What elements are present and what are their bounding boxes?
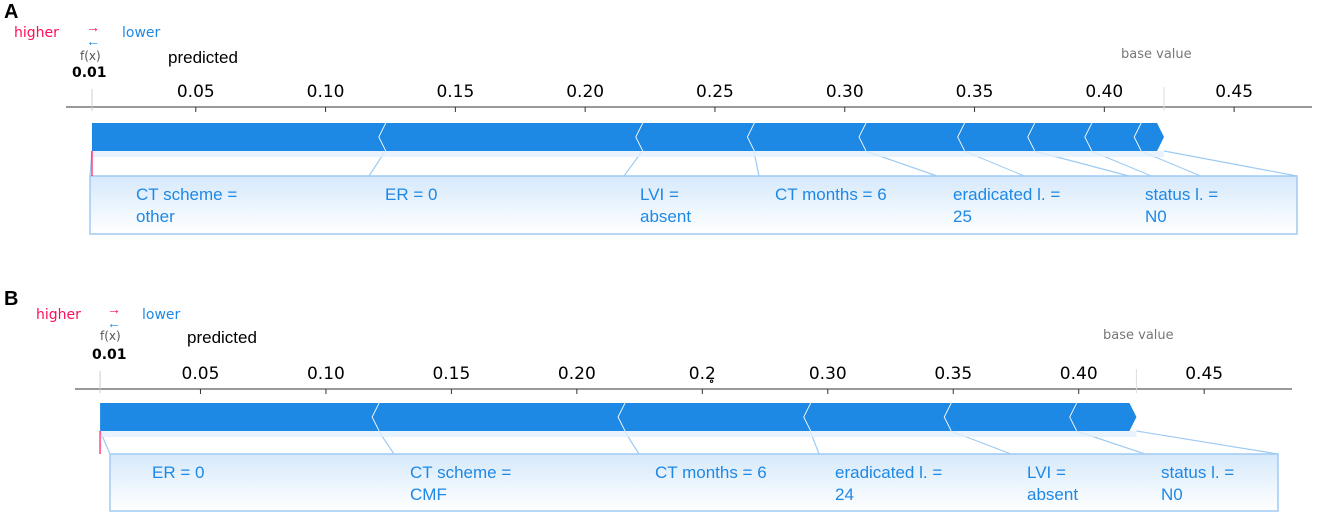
- higher-marker: [90, 151, 93, 176]
- force-segment: [372, 403, 625, 431]
- feature-label: absent: [640, 207, 691, 226]
- x-tick-label: 0.30: [809, 364, 847, 384]
- feature-label: ER = 0: [385, 185, 437, 204]
- output-value: 0.01: [72, 65, 107, 81]
- x-tick-label: 0.45: [1215, 82, 1253, 102]
- force-segment: [1028, 123, 1092, 151]
- force-segment: [636, 123, 754, 151]
- swap-arrows-icon: → ←: [107, 301, 121, 331]
- legend-higher: higher: [36, 307, 81, 323]
- base-value-label: base value: [1103, 328, 1174, 343]
- feature-label: CT scheme =: [410, 463, 511, 482]
- x-tick-label: 0.20: [558, 364, 596, 384]
- legend-higher: higher: [14, 25, 59, 41]
- legend-lower: lower: [142, 307, 181, 323]
- bar-shadow: [100, 431, 1137, 437]
- x-tick-label: 0.20: [566, 82, 604, 102]
- predicted-label: predicted: [187, 328, 257, 347]
- feature-label: CT months = 6: [655, 463, 767, 482]
- segment-connector: [1163, 150, 1298, 177]
- predicted-label: predicted: [168, 48, 238, 67]
- panel-label: A: [4, 1, 19, 23]
- force-plot-panel-a: A higher → ← lower f(x) predicted 0.01 ba…: [0, 0, 1325, 250]
- feature-label: other: [136, 207, 175, 226]
- force-segment: [804, 403, 951, 431]
- force-plot-chart: 0.05 0.10 0.15 0.20 0.2̥ 0.30 0.35 0.40 0.45 ER =…: [75, 364, 1292, 512]
- higher-marker: [99, 431, 102, 454]
- force-segment: [618, 403, 811, 431]
- feature-label: 25: [953, 207, 972, 226]
- feature-label: LVI =: [640, 185, 679, 204]
- x-tick-label: 0.10: [307, 364, 345, 384]
- feature-label: ER = 0: [152, 463, 204, 482]
- x-tick-label: 0.40: [1085, 82, 1123, 102]
- output-label: f(x): [100, 329, 121, 343]
- output-value: 0.01: [92, 347, 127, 363]
- force-segment: [958, 123, 1035, 151]
- feature-label: N0: [1145, 207, 1167, 226]
- output-label: f(x): [80, 49, 101, 63]
- x-tick-label: 0.30: [826, 82, 864, 102]
- feature-label: CT scheme =: [136, 185, 237, 204]
- segment-connectors: [99, 430, 1279, 455]
- force-plot-chart: 0.05 0.10 0.15 0.20 0.25 0.30 0.35 0.40 0.45 CT s…: [66, 82, 1312, 235]
- x-tick-label: 0.2̥: [689, 364, 716, 384]
- feature-label: eradicated l. =: [953, 185, 1060, 204]
- force-segment: [1070, 403, 1137, 431]
- x-tick-label: 0.35: [956, 82, 994, 102]
- x-tick-label: 0.05: [177, 82, 215, 102]
- force-segment: [91, 123, 386, 151]
- feature-label-box: [109, 453, 1279, 512]
- segment-connector: [1136, 430, 1279, 455]
- force-bar: [91, 123, 1165, 151]
- feature-label: 24: [835, 485, 854, 504]
- segment-connectors: [89, 150, 1298, 177]
- x-tick-label: 0.15: [432, 364, 470, 384]
- feature-label: eradicated l. =: [835, 463, 942, 482]
- panel-label: B: [4, 288, 19, 310]
- x-tick-label: 0.35: [934, 364, 972, 384]
- force-bar: [100, 403, 1137, 431]
- feature-label: absent: [1027, 485, 1078, 504]
- feature-label: status l. =: [1161, 463, 1234, 482]
- x-tick-label: 0.40: [1060, 364, 1098, 384]
- force-segment: [1085, 123, 1141, 151]
- force-plot-panel-b: B higher → ← lower f(x) predicted 0.01 ba…: [0, 282, 1325, 532]
- force-segment: [100, 403, 379, 431]
- feature-label: status l. =: [1145, 185, 1218, 204]
- swap-arrows-icon: → ←: [86, 19, 100, 49]
- x-tick-label: 0.10: [307, 82, 345, 102]
- force-segment: [859, 123, 965, 151]
- force-segment: [379, 123, 643, 151]
- force-segment: [944, 403, 1077, 431]
- feature-label: LVI =: [1027, 463, 1066, 482]
- force-segment: [747, 123, 866, 151]
- feature-label: N0: [1161, 485, 1183, 504]
- x-tick-label: 0.25: [696, 82, 734, 102]
- feature-label: CMF: [410, 485, 447, 504]
- x-tick-label: 0.45: [1185, 364, 1223, 384]
- x-tick-label: 0.05: [182, 364, 220, 384]
- feature-label-box: [89, 175, 1298, 235]
- legend-lower: lower: [122, 25, 161, 41]
- feature-label: CT months = 6: [775, 185, 887, 204]
- x-tick-label: 0.15: [436, 82, 474, 102]
- force-segment: [1134, 123, 1165, 151]
- base-value-label: base value: [1121, 47, 1192, 62]
- bar-shadow: [91, 151, 1165, 157]
